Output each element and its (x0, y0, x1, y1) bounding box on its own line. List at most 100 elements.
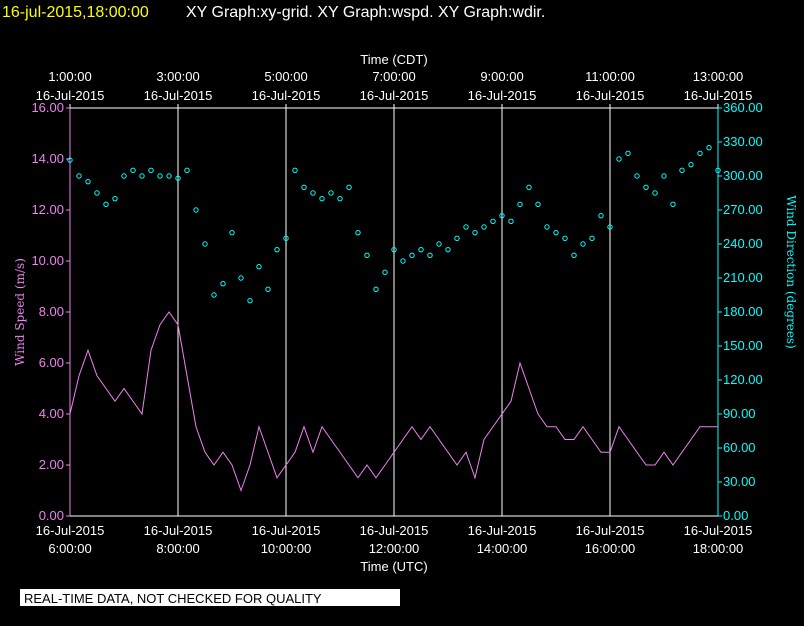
data-point (526, 184, 532, 191)
data-point (697, 150, 703, 157)
y2-tick-label: 120.00 (723, 372, 763, 387)
y2-axis-label: Wind Direction (degrees) (784, 195, 798, 349)
data-point (472, 229, 478, 236)
data-point (625, 150, 631, 157)
data-point (220, 280, 226, 287)
data-point (544, 224, 550, 230)
x-tick-date: 16-Jul-2015 (684, 523, 753, 538)
data-point (157, 173, 163, 179)
data-point (148, 167, 154, 174)
y-tick-label: 8.00 (39, 304, 64, 319)
x2-tick-label: 1:00:00 (48, 69, 91, 84)
y-tick-label: 10.00 (31, 253, 64, 268)
data-point (409, 252, 415, 259)
y2-tick-label: 30.00 (723, 474, 756, 489)
data-point (427, 252, 433, 259)
x-tick-label: 14:00:00 (477, 541, 528, 556)
data-point (580, 241, 586, 247)
data-point (634, 173, 640, 179)
x-tick-date: 16-Jul-2015 (36, 523, 105, 538)
data-point (418, 246, 424, 253)
data-point (184, 167, 190, 174)
data-point (652, 190, 658, 196)
data-point (436, 241, 442, 247)
data-point (319, 195, 325, 202)
data-point (571, 252, 577, 259)
data-point (328, 190, 334, 196)
data-point (454, 235, 460, 242)
x-tick-date: 16-Jul-2015 (576, 523, 645, 538)
y2-tick-label: 240.00 (723, 236, 763, 251)
data-point (85, 178, 91, 185)
x2-tick-date: 16-Jul-2015 (576, 88, 645, 103)
data-point (202, 241, 208, 247)
x2-tick-date: 16-Jul-2015 (36, 88, 105, 103)
x2-tick-label: 5:00:00 (264, 69, 307, 84)
chart-title: XY Graph:xy-grid. XY Graph:wspd. XY Grap… (186, 4, 545, 21)
data-point (661, 173, 667, 179)
data-point (499, 212, 505, 219)
data-point (76, 173, 82, 179)
data-point (211, 292, 217, 298)
data-point (364, 252, 370, 259)
data-point (247, 297, 253, 304)
x2-tick-label: 3:00:00 (156, 69, 199, 84)
data-point (238, 275, 244, 281)
x2-tick-date: 16-Jul-2015 (252, 88, 321, 103)
x-tick-date: 16-Jul-2015 (252, 523, 321, 538)
y2-tick-label: 210.00 (723, 270, 763, 285)
data-point (553, 229, 559, 236)
x-axis-label: Time (UTC) (360, 559, 427, 574)
data-point (310, 190, 316, 196)
data-point (112, 195, 118, 202)
x2-tick-label: 11:00:00 (585, 69, 635, 84)
y-tick-label: 14.00 (31, 151, 64, 166)
y-tick-label: 2.00 (39, 457, 64, 472)
x2-tick-label: 9:00:00 (480, 69, 523, 84)
y2-tick-label: 360.00 (723, 100, 763, 115)
footer-box (20, 589, 400, 606)
timestamp: 16-jul-2015,18:00:00 (2, 4, 149, 21)
x2-tick-label: 7:00:00 (372, 69, 415, 84)
y-tick-label: 6.00 (39, 355, 64, 370)
data-point (373, 286, 379, 293)
x2-tick-date: 16-Jul-2015 (144, 88, 213, 103)
data-point (382, 269, 388, 276)
y-tick-label: 16.00 (31, 100, 64, 115)
x2-tick-date: 16-Jul-2015 (684, 88, 753, 103)
data-point (715, 167, 721, 174)
data-point (256, 263, 262, 270)
data-point (274, 246, 280, 253)
data-point (607, 224, 613, 230)
y2-tick-label: 150.00 (723, 338, 763, 353)
data-point (139, 173, 145, 179)
y2-tick-label: 270.00 (723, 202, 763, 217)
data-point (643, 184, 649, 191)
data-point (175, 175, 181, 181)
x2-tick-label: 13:00:00 (693, 69, 744, 84)
x-tick-label: 6:00:00 (48, 541, 91, 556)
x2-axis-label: Time (CDT) (360, 52, 427, 67)
data-point (445, 246, 451, 253)
y2-tick-label: 300.00 (723, 168, 763, 183)
y2-tick-label: 180.00 (723, 304, 763, 319)
footer-note: REAL-TIME DATA, NOT CHECKED FOR QUALITY (24, 591, 322, 606)
y2-tick-label: 90.00 (723, 406, 756, 421)
x2-tick-date: 16-Jul-2015 (468, 88, 537, 103)
data-point (463, 224, 469, 230)
data-point (355, 229, 361, 236)
y-axis-label: Wind Speed (m/s) (13, 258, 27, 366)
data-point (616, 156, 622, 162)
x-tick-label: 18:00:00 (693, 541, 744, 556)
x-tick-label: 8:00:00 (156, 541, 199, 556)
data-point (535, 201, 541, 208)
data-point (130, 167, 136, 174)
data-point (391, 246, 397, 253)
x-tick-label: 16:00:00 (585, 541, 636, 556)
y-tick-label: 0.00 (39, 508, 64, 523)
x-tick-date: 16-Jul-2015 (144, 523, 213, 538)
data-point (346, 184, 352, 191)
data-point (562, 235, 568, 242)
x2-tick-date: 16-Jul-2015 (360, 88, 429, 103)
